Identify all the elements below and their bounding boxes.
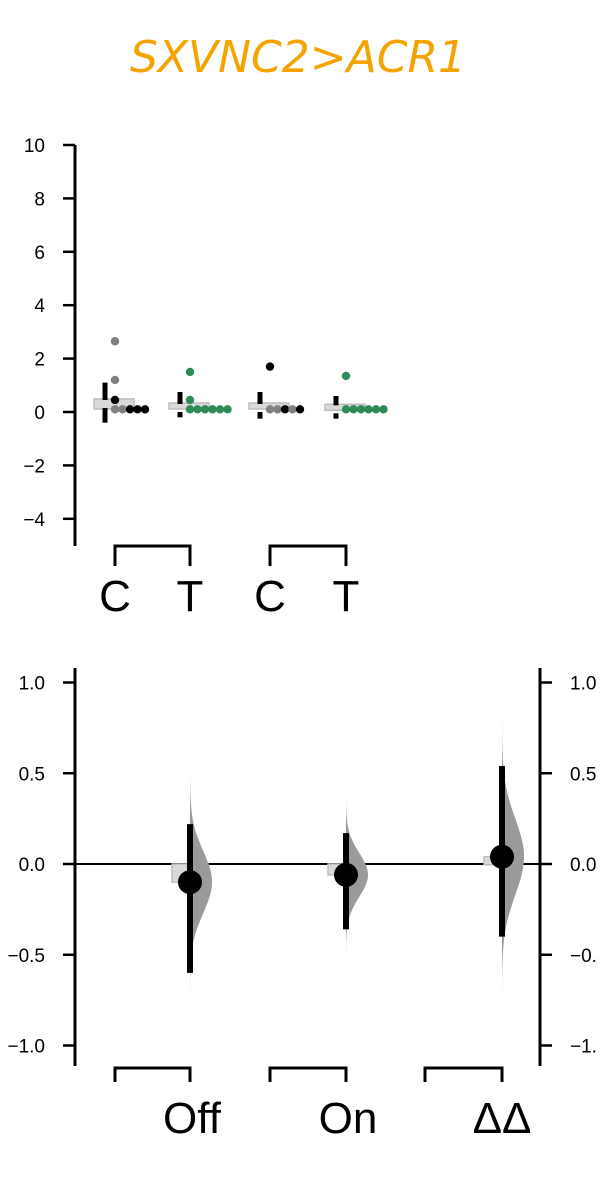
right-y-tick-label: 1.0 <box>570 674 596 695</box>
group-bracket <box>268 1066 348 1082</box>
left-y-tick-label: −0.5 <box>7 946 45 967</box>
x-label: ΔΔ <box>473 1094 532 1143</box>
data-point <box>265 405 275 414</box>
data-point <box>110 395 120 405</box>
group-bracket <box>423 1066 504 1082</box>
estimate-point <box>178 870 202 895</box>
data-point <box>200 405 210 414</box>
chart-title: SXVNC2>ACR1 <box>130 32 466 83</box>
left-y-tick-label: −1.0 <box>7 1037 45 1058</box>
data-point <box>110 405 120 414</box>
estimate-point <box>334 862 358 887</box>
data-point <box>125 405 135 414</box>
y-tick-label: −2 <box>23 456 45 477</box>
group-bracket <box>113 544 192 566</box>
right-y-tick-label: −1. <box>570 1037 597 1058</box>
y-tick-label: 2 <box>34 350 45 371</box>
data-point <box>185 395 195 405</box>
left-y-tick-label: 0.0 <box>19 855 45 876</box>
effect-size-panel: −1.0 −1. −0.5 −0. 0.0 0.0 0.5 0.5 1.0 1.0 Off On ΔΔ <box>7 668 597 1143</box>
x-label: Off <box>163 1094 222 1143</box>
right-y-tick-label: 0.5 <box>570 764 596 785</box>
data-point <box>110 337 120 346</box>
bootstrap-distribution <box>190 764 212 1037</box>
right-y-tick-label: −0. <box>570 946 597 967</box>
data-point <box>140 405 150 414</box>
left-y-tick-label: 1.0 <box>19 674 45 695</box>
data-point <box>341 371 351 381</box>
data-point <box>295 405 305 414</box>
group-bracket <box>268 544 348 566</box>
data-point <box>341 405 351 414</box>
x-label: On <box>319 1094 378 1143</box>
y-tick-label: 6 <box>34 243 45 264</box>
data-point <box>280 405 290 414</box>
bootstrap-distribution <box>502 682 524 995</box>
y-tick-label: 10 <box>24 136 45 157</box>
data-point <box>379 405 388 414</box>
y-tick-label: 4 <box>34 296 45 317</box>
data-point <box>364 405 373 414</box>
data-point <box>371 405 381 414</box>
y-tick-label: −4 <box>23 510 45 531</box>
right-y-tick-label: 0.0 <box>570 855 596 876</box>
data-point <box>223 405 232 414</box>
left-y-tick-label: 0.5 <box>19 764 45 785</box>
data-point <box>356 405 366 414</box>
data-point <box>185 405 195 414</box>
group-label: T <box>333 572 360 621</box>
group-label: C <box>254 572 286 621</box>
y-tick-label: 0 <box>34 403 45 424</box>
data-point <box>288 405 297 414</box>
group-label: T <box>177 572 204 621</box>
data-point <box>110 375 120 385</box>
group-bracket <box>113 1066 192 1082</box>
data-point <box>349 405 358 414</box>
data-point <box>273 405 282 414</box>
data-point <box>193 405 202 414</box>
data-point <box>185 367 195 377</box>
y-tick-label: 8 <box>34 189 45 210</box>
data-point <box>118 405 127 414</box>
data-point <box>133 405 142 414</box>
estimate-point <box>490 844 514 869</box>
data-point <box>208 405 217 414</box>
data-point <box>265 362 275 371</box>
group-label: C <box>99 572 131 621</box>
data-point <box>215 405 225 414</box>
